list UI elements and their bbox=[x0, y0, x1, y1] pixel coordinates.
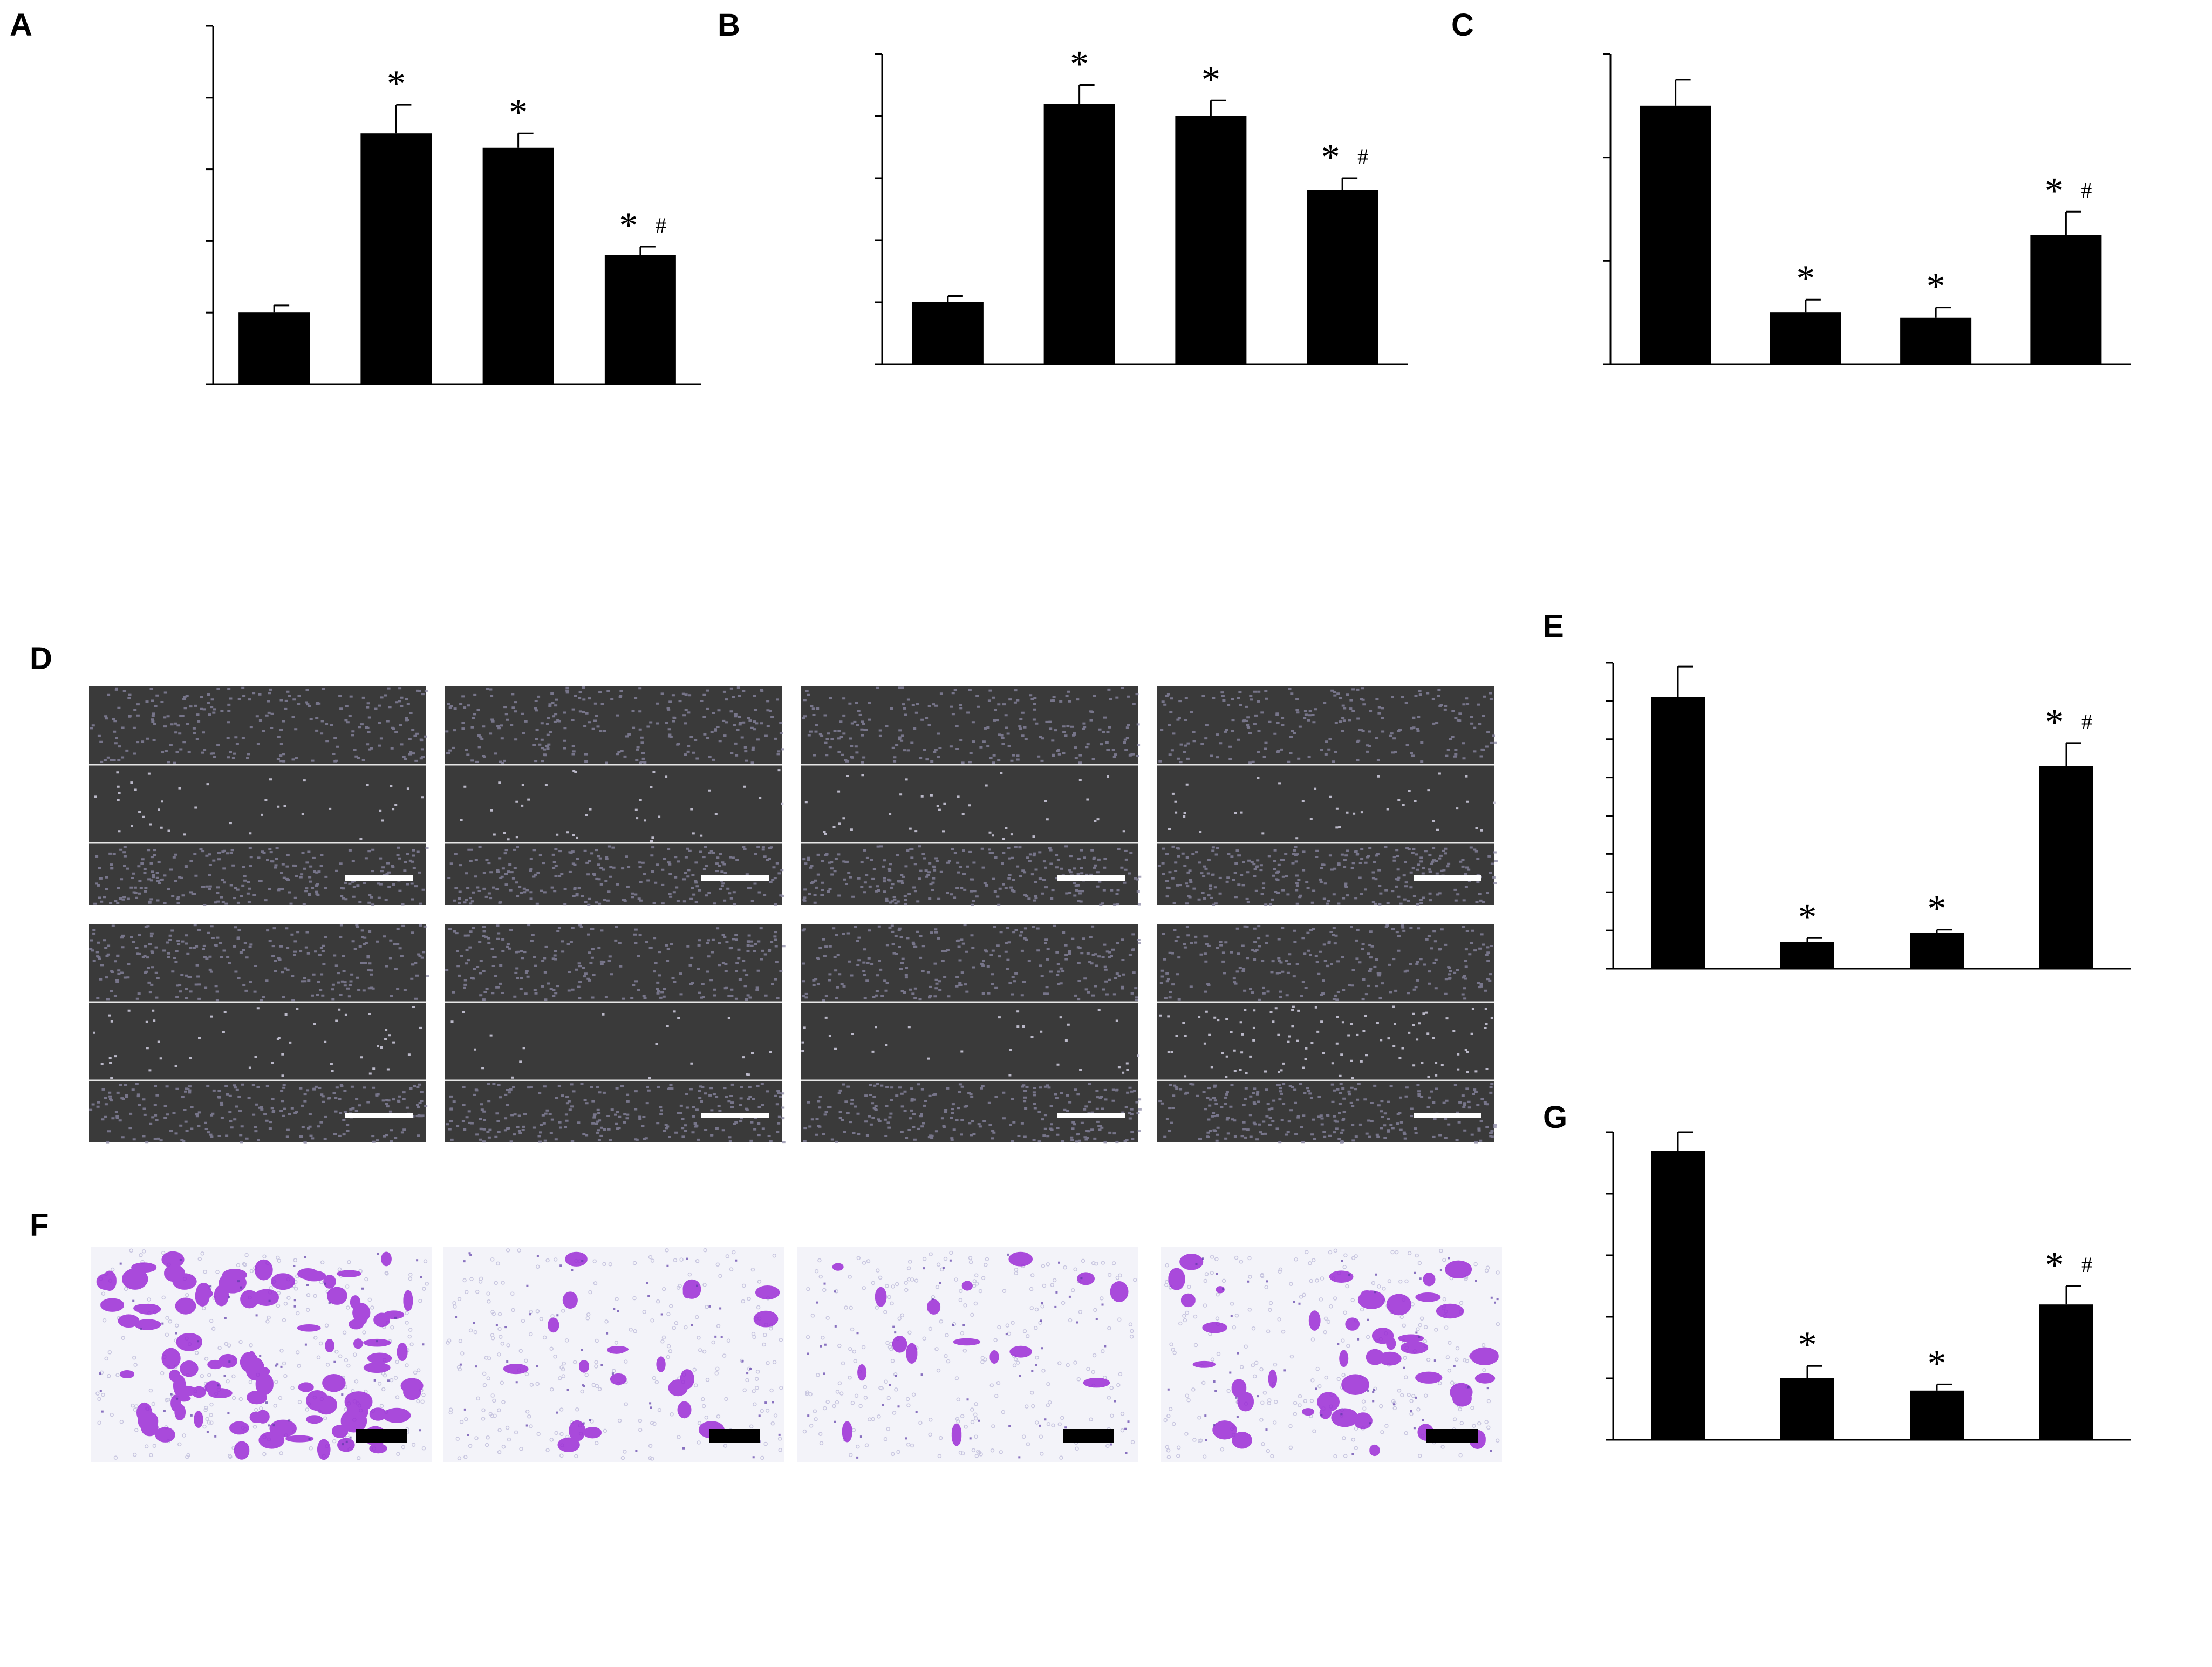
significance-star: * bbox=[1201, 59, 1220, 100]
bar bbox=[604, 255, 676, 384]
panel-label-d: D bbox=[30, 641, 52, 676]
bar bbox=[2030, 235, 2102, 364]
chart-b: * * * # bbox=[875, 44, 1408, 365]
cell-monolayer bbox=[445, 924, 786, 1144]
scratch-image-background bbox=[801, 924, 1138, 1142]
bar bbox=[1770, 312, 1841, 364]
panel-label-a: A bbox=[10, 8, 32, 43]
bar bbox=[1307, 190, 1378, 364]
invasive-cells bbox=[503, 1251, 780, 1452]
scratch-image bbox=[89, 686, 429, 906]
cell-monolayer bbox=[445, 686, 784, 906]
scale-bar bbox=[1414, 1113, 1481, 1118]
cell-monolayer bbox=[801, 924, 1142, 1144]
significance-star: * bbox=[509, 92, 528, 133]
membrane-pores bbox=[802, 1250, 1137, 1460]
transwell-image bbox=[1161, 1247, 1502, 1462]
significance-star: * bbox=[2045, 702, 2064, 743]
bar bbox=[1780, 1378, 1834, 1440]
scale-bar bbox=[1057, 1113, 1125, 1118]
bar bbox=[238, 312, 310, 384]
significance-star: * bbox=[1798, 1324, 1817, 1366]
significance-hash: # bbox=[2081, 710, 2092, 734]
transwell-assay-panel bbox=[91, 1247, 1502, 1462]
scratch-image-background bbox=[1157, 686, 1494, 905]
panel-label-b: B bbox=[718, 8, 740, 43]
significance-hash: # bbox=[656, 213, 666, 237]
scratch-image-background bbox=[1157, 924, 1494, 1142]
bar bbox=[912, 302, 984, 364]
panel-label-g: G bbox=[1543, 1100, 1567, 1135]
bar bbox=[1651, 1151, 1705, 1440]
scale-bar bbox=[1057, 875, 1125, 881]
scale-bar bbox=[701, 875, 769, 881]
significance-star: * bbox=[1321, 137, 1340, 178]
membrane-pores bbox=[446, 1248, 783, 1461]
invasive-cells bbox=[96, 1251, 424, 1460]
significance-star: * bbox=[387, 63, 406, 105]
panel-label-e: E bbox=[1543, 609, 1564, 644]
scale-bar bbox=[1414, 875, 1481, 881]
bar bbox=[1043, 104, 1115, 364]
scale-bar bbox=[709, 1429, 760, 1443]
significance-star: * bbox=[2045, 170, 2064, 212]
scratch-image-background bbox=[89, 924, 426, 1142]
bar bbox=[1640, 105, 1711, 365]
bar bbox=[1651, 697, 1705, 969]
bar bbox=[1910, 1390, 1964, 1440]
scratch-image bbox=[801, 686, 1142, 906]
significance-star: * bbox=[1927, 266, 1945, 308]
bar-charts: * * * # * * * # * * * # * * * # * * * # bbox=[206, 25, 2131, 1441]
migrated-cells bbox=[93, 1006, 422, 1079]
transwell-image bbox=[443, 1247, 784, 1462]
significance-star: * bbox=[619, 205, 638, 247]
scratch-image bbox=[445, 686, 784, 906]
scratch-assay-panel bbox=[89, 686, 1498, 1144]
transwell-image bbox=[91, 1247, 432, 1462]
scratch-image-background bbox=[89, 686, 426, 905]
scratch-image bbox=[1157, 924, 1497, 1144]
significance-star: * bbox=[1928, 888, 1947, 930]
scale-bar bbox=[701, 1113, 769, 1118]
panel-label-f: F bbox=[30, 1208, 49, 1243]
chart-c: * * * # bbox=[1603, 53, 2131, 365]
bar bbox=[1780, 942, 1834, 969]
scratch-image-background bbox=[445, 924, 782, 1142]
significance-star: * bbox=[1070, 44, 1089, 85]
scale-bar bbox=[345, 1113, 413, 1118]
invasive-cells bbox=[1168, 1254, 1499, 1457]
significance-star: * bbox=[2045, 1244, 2064, 1286]
significance-hash: # bbox=[2081, 1253, 2092, 1277]
chart-a: * * * # bbox=[206, 25, 701, 385]
bar bbox=[1175, 116, 1247, 364]
transwell-image bbox=[797, 1247, 1138, 1462]
scratch-image bbox=[801, 924, 1142, 1144]
cell-monolayer bbox=[90, 686, 429, 906]
significance-star: * bbox=[1798, 896, 1817, 938]
scratch-image bbox=[89, 924, 429, 1144]
migrated-cells bbox=[1168, 772, 1496, 840]
scratch-image-background bbox=[801, 686, 1138, 905]
significance-hash: # bbox=[1357, 145, 1368, 169]
scale-bar bbox=[356, 1429, 407, 1443]
bar bbox=[1900, 317, 1972, 364]
panel-label-c: C bbox=[1451, 8, 1474, 43]
scale-bar bbox=[345, 875, 413, 881]
scale-bar bbox=[1426, 1429, 1478, 1443]
bar bbox=[2039, 766, 2093, 969]
bar bbox=[1910, 933, 1964, 969]
scratch-image bbox=[445, 924, 786, 1144]
significance-hash: # bbox=[2081, 178, 2092, 202]
scratch-image-background bbox=[445, 686, 782, 905]
significance-star: * bbox=[1928, 1343, 1947, 1384]
chart-g: * * * # bbox=[1606, 1131, 2131, 1441]
bar bbox=[360, 133, 432, 384]
bar bbox=[482, 147, 554, 384]
scale-bar bbox=[1063, 1429, 1114, 1443]
chart-e: * * * # bbox=[1606, 662, 2131, 970]
bar bbox=[2039, 1304, 2093, 1440]
scratch-image bbox=[1157, 686, 1498, 906]
significance-star: * bbox=[1796, 258, 1815, 300]
